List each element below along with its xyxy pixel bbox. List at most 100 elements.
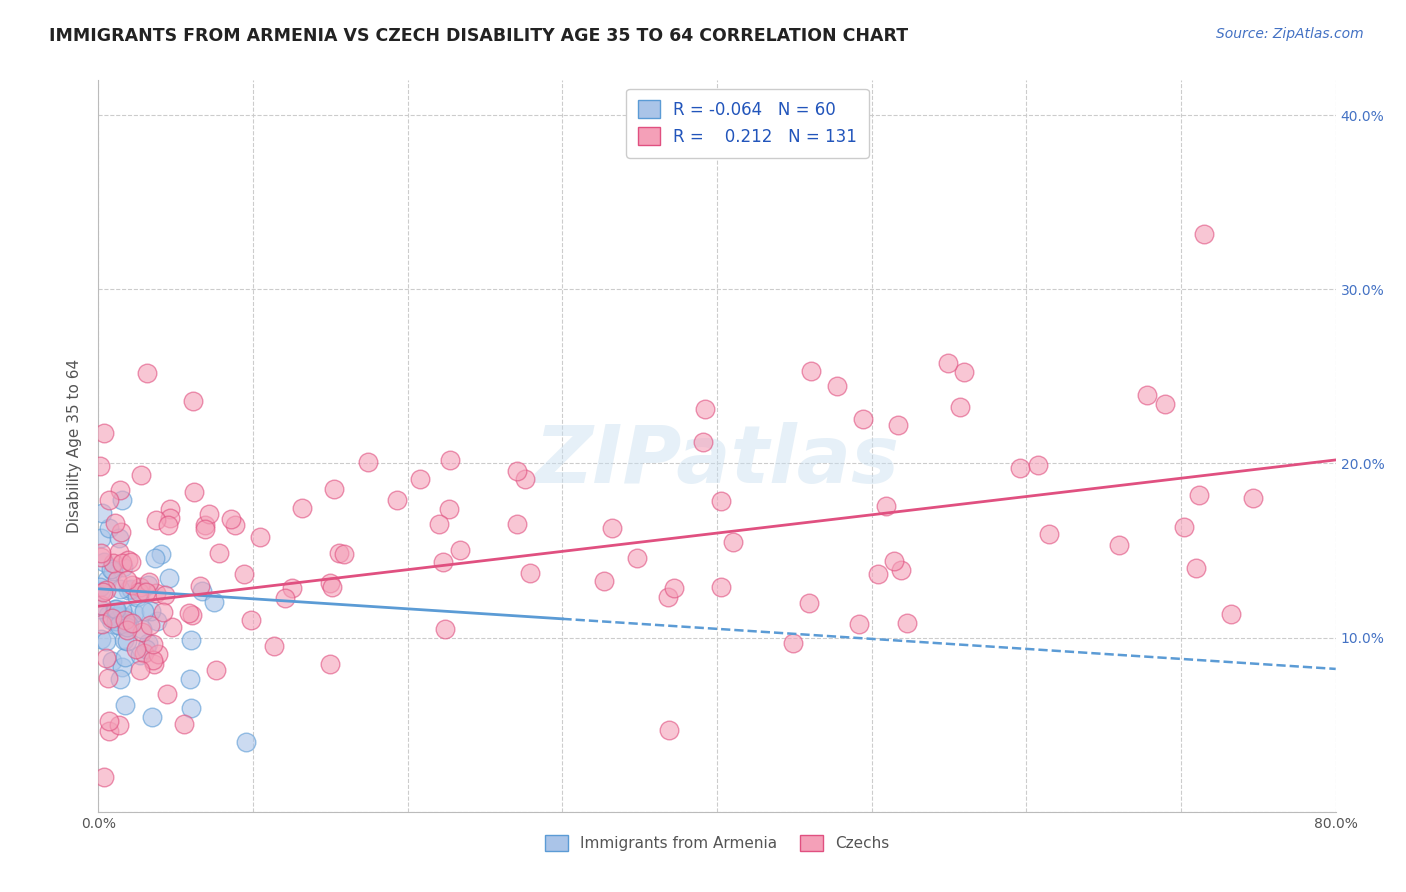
Point — [159, 511, 181, 525]
Point — [91, 584, 114, 599]
Point — [181, 393, 204, 408]
Point — [100, 654, 122, 668]
Point — [437, 502, 460, 516]
Point — [183, 485, 205, 500]
Point — [93, 425, 115, 440]
Point — [204, 663, 226, 677]
Point — [121, 578, 143, 592]
Point — [114, 698, 136, 712]
Point — [188, 579, 211, 593]
Text: IMMIGRANTS FROM ARMENIA VS CZECH DISABILITY AGE 35 TO 64 CORRELATION CHART: IMMIGRANTS FROM ARMENIA VS CZECH DISABIL… — [49, 27, 908, 45]
Point — [112, 632, 135, 647]
Point — [319, 575, 342, 590]
Point — [322, 482, 344, 496]
Point — [153, 588, 176, 602]
Point — [139, 604, 162, 618]
Point — [101, 564, 124, 578]
Point — [159, 502, 181, 516]
Point — [1184, 561, 1206, 575]
Point — [896, 615, 918, 630]
Point — [90, 632, 112, 647]
Point — [235, 735, 257, 749]
Point — [177, 606, 200, 620]
Point — [108, 617, 131, 632]
Point — [115, 634, 138, 648]
Point — [1038, 527, 1060, 541]
Point — [157, 518, 180, 533]
Point — [124, 641, 146, 656]
Point — [1108, 538, 1130, 552]
Point — [883, 554, 905, 568]
Point — [114, 609, 136, 624]
Point — [233, 567, 256, 582]
Point — [110, 483, 132, 498]
Point — [136, 636, 159, 650]
Point — [100, 613, 122, 627]
Point — [114, 649, 136, 664]
Point — [89, 602, 111, 616]
Point — [626, 550, 648, 565]
Point — [1192, 227, 1215, 241]
Point — [799, 364, 821, 378]
Point — [121, 616, 143, 631]
Point — [105, 573, 128, 587]
Point — [117, 623, 139, 637]
Point — [120, 555, 142, 569]
Point — [657, 590, 679, 604]
Point — [333, 547, 356, 561]
Point — [593, 574, 616, 588]
Point — [506, 464, 529, 478]
Point — [1173, 519, 1195, 533]
Point — [128, 648, 150, 662]
Point — [1220, 607, 1243, 621]
Point — [1241, 491, 1264, 505]
Point — [321, 580, 343, 594]
Point — [135, 366, 157, 380]
Point — [138, 574, 160, 589]
Point — [180, 633, 202, 648]
Point — [94, 650, 117, 665]
Legend: Immigrants from Armenia, Czechs: Immigrants from Armenia, Czechs — [537, 827, 897, 859]
Point — [152, 605, 174, 619]
Point — [105, 614, 128, 628]
Point — [143, 657, 166, 672]
Point — [134, 646, 156, 660]
Point — [122, 606, 145, 620]
Point — [117, 582, 139, 597]
Point — [658, 723, 681, 737]
Point — [104, 602, 127, 616]
Point — [98, 493, 121, 508]
Point — [181, 607, 204, 622]
Point — [108, 717, 131, 731]
Point — [782, 636, 804, 650]
Point — [180, 701, 202, 715]
Point — [219, 512, 242, 526]
Point — [111, 560, 134, 574]
Point — [198, 508, 221, 522]
Point — [89, 581, 111, 595]
Point — [146, 647, 169, 661]
Point — [145, 513, 167, 527]
Point — [135, 641, 157, 656]
Point — [949, 400, 972, 414]
Point — [97, 607, 120, 622]
Point — [710, 493, 733, 508]
Point — [249, 530, 271, 544]
Point — [281, 581, 304, 595]
Point — [385, 492, 408, 507]
Point — [93, 555, 115, 569]
Point — [515, 473, 537, 487]
Point — [129, 664, 152, 678]
Point — [90, 599, 112, 613]
Point — [600, 521, 623, 535]
Point — [111, 660, 134, 674]
Point — [105, 602, 128, 616]
Point — [194, 523, 217, 537]
Point — [110, 608, 132, 623]
Point — [90, 550, 112, 565]
Point — [97, 724, 120, 739]
Point — [439, 452, 461, 467]
Point — [274, 591, 297, 605]
Point — [887, 417, 910, 432]
Point — [89, 459, 111, 474]
